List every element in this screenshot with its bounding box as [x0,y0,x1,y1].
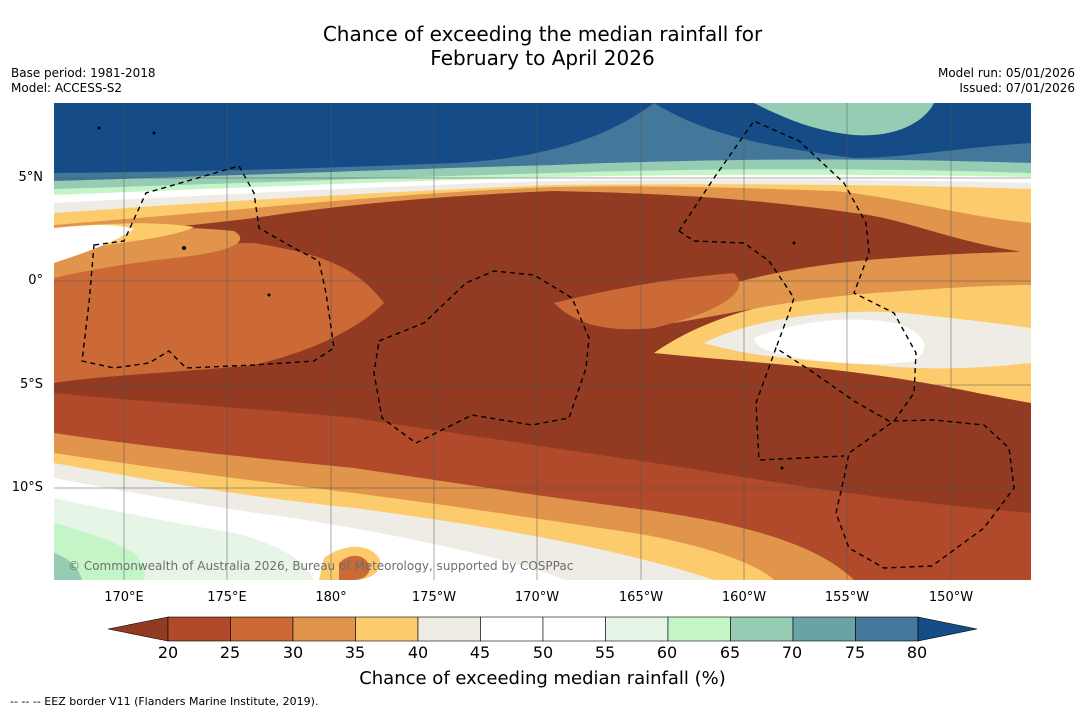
north-teal-patch [754,103,934,136]
lon-label-150w: 150°W [928,590,974,605]
eez-border-east-upper [678,230,795,349]
west-orange-fill [54,243,384,383]
map-title-line1: Chance of exceeding the median rainfall … [322,22,763,46]
island [152,131,156,135]
colorbar-tick: 50 [532,643,554,662]
base-period: Base period: 1981-2018 [11,66,156,80]
colorbar [107,616,978,642]
colorbar-tick: 60 [656,643,678,662]
colorbar-tick: 65 [719,643,741,662]
colorbar-segment [167,616,231,642]
model-name: Model: ACCESS-S2 [11,81,123,95]
south-teal-fill [54,553,82,580]
lon-label-175e: 175°E [207,590,247,605]
colorbar-segment [292,616,356,642]
eez-borders [81,120,1015,569]
lon-label-170w: 170°W [514,590,560,605]
island [267,293,271,297]
graticule [54,103,1031,580]
colorbar-tick: 70 [781,643,803,662]
lat-label-10s: 10°S [11,480,43,495]
colorbar-arrow-low [107,616,169,642]
colorbar-segment [792,616,856,642]
eez-border-line-islands [678,120,1015,569]
colorbar-tick: 55 [594,643,616,662]
colorbar-segment [230,616,294,642]
colorbar-segment [730,616,794,642]
island [780,466,784,470]
lon-label-170e: 170°E [104,590,144,605]
map-title-line2: February to April 2026 [430,46,655,70]
rainfall-map [54,103,1031,580]
copyright-notice: © Commonwealth of Australia 2026, Bureau… [68,559,574,573]
model-run: Model run: 05/01/2026 [937,66,1075,80]
island [182,246,186,250]
lon-label-160w: 160°W [721,590,767,605]
island [792,241,796,245]
colorbar-tick: 25 [219,643,241,662]
colorbar-segment [542,616,606,642]
meta-right: Model run: 05/01/2026 Issued: 07/01/2026 [938,66,1075,96]
island [97,126,101,130]
lat-label-0: 0° [28,273,43,288]
colorbar-tick: 30 [282,643,304,662]
rainfall-map-svg [54,103,1031,580]
colorbar-arrow-high [917,616,978,642]
colorbar-segment [417,616,481,642]
colorbar-title: Chance of exceeding median rainfall (%) [359,668,726,689]
lon-label-180: 180° [315,590,347,605]
colorbar-tick: 35 [344,643,366,662]
south-patch-orange [339,555,370,580]
east-white-fill [754,319,925,364]
colorbar-tick: 20 [157,643,179,662]
lon-label-175w: 175°W [411,590,457,605]
colorbar-segment [667,616,731,642]
issued-date: Issued: 07/01/2026 [959,81,1075,95]
colorbar-segment [605,616,669,642]
east-lower-orange-fill [554,273,740,330]
colorbar-segment [855,616,919,642]
east-orange-fill [674,251,1031,323]
lon-label-165w: 165°W [618,590,664,605]
lat-label-5s: 5°S [19,377,43,392]
lon-label-155w: 155°W [824,590,870,605]
colorbar-segments [107,616,978,642]
colorbar-segment [355,616,419,642]
eez-legend-footnote: -- -- -- EEZ border V11 (Flanders Marine… [10,695,319,708]
meta-left: Base period: 1981-2018 Model: ACCESS-S2 [11,66,156,96]
colorbar-tick: 80 [906,643,928,662]
colorbar-tick: 40 [407,643,429,662]
colorbar-tick: 75 [844,643,866,662]
islands [97,126,796,470]
colorbar-tick: 45 [469,643,491,662]
north-band-fill-8 [54,103,1031,173]
west-white-fill [54,225,134,263]
colorbar-segment [480,616,544,642]
lat-label-5n: 5°N [18,170,44,185]
south-mint-fill [54,523,145,580]
